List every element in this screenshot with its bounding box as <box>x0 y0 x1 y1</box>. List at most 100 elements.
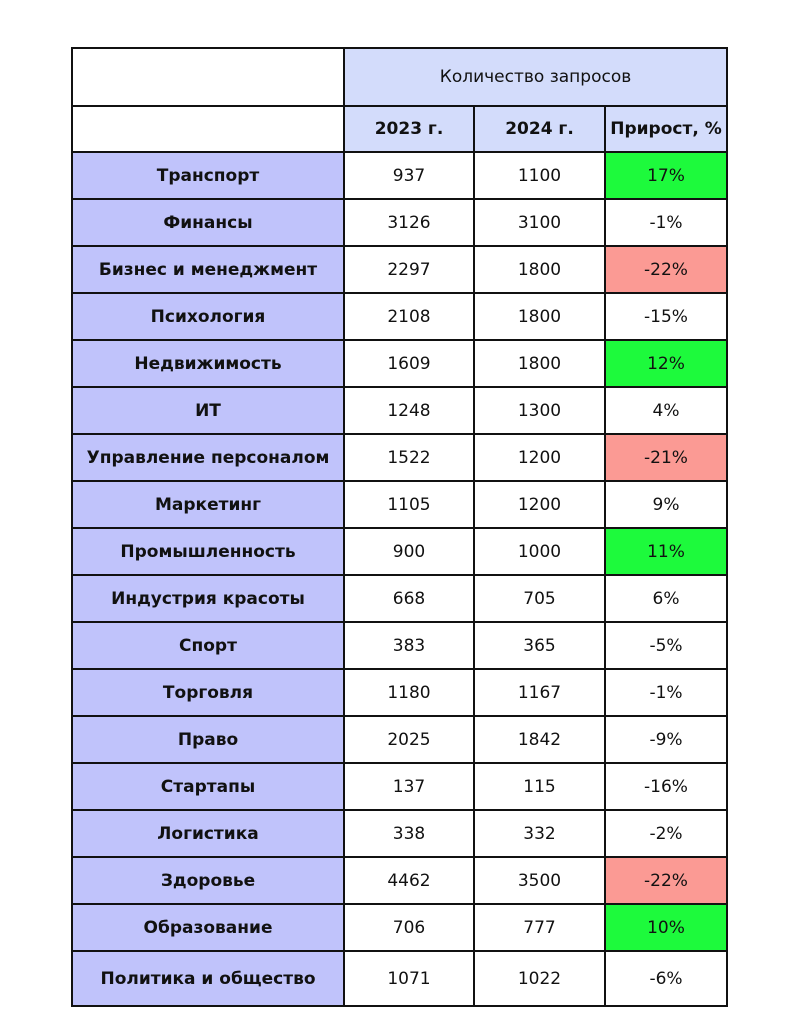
value-2023-cell: 2108 <box>343 292 475 341</box>
header-corner-cell <box>71 47 345 107</box>
value-2023-cell: 1609 <box>343 339 475 388</box>
category-cell: Здоровье <box>71 856 345 905</box>
requests-table: Количество запросов 2023 г. 2024 г. Прир… <box>71 47 728 1007</box>
growth-cell: -5% <box>604 621 728 670</box>
value-2024-cell: 1800 <box>473 292 606 341</box>
table-row: Бизнес и менеджмент 2297 1800 -22% <box>71 245 728 294</box>
category-cell: Индустрия красоты <box>71 574 345 623</box>
growth-cell: 11% <box>604 527 728 576</box>
value-2023-cell: 706 <box>343 903 475 952</box>
value-2023-cell: 137 <box>343 762 475 811</box>
value-2024-cell: 1200 <box>473 480 606 529</box>
value-2024-cell: 3500 <box>473 856 606 905</box>
value-2024-cell: 365 <box>473 621 606 670</box>
header-row-group: Количество запросов <box>71 47 728 107</box>
category-cell: Бизнес и менеджмент <box>71 245 345 294</box>
table-row: Управление персоналом 1522 1200 -21% <box>71 433 728 482</box>
table-row: Спорт 383 365 -5% <box>71 621 728 670</box>
growth-cell: -16% <box>604 762 728 811</box>
growth-cell: 9% <box>604 480 728 529</box>
category-cell: Психология <box>71 292 345 341</box>
category-cell: Маркетинг <box>71 480 345 529</box>
value-2024-cell: 1000 <box>473 527 606 576</box>
category-cell: ИТ <box>71 386 345 435</box>
table-row: Транспорт 937 1100 17% <box>71 151 728 200</box>
value-2023-cell: 338 <box>343 809 475 858</box>
growth-cell: -15% <box>604 292 728 341</box>
table-row: Право 2025 1842 -9% <box>71 715 728 764</box>
value-2023-cell: 383 <box>343 621 475 670</box>
table-row: Стартапы 137 115 -16% <box>71 762 728 811</box>
column-header-growth: Прирост, % <box>604 105 728 153</box>
category-cell: Торговля <box>71 668 345 717</box>
table-row: Финансы 3126 3100 -1% <box>71 198 728 247</box>
value-2024-cell: 777 <box>473 903 606 952</box>
category-cell: Политика и общество <box>71 950 345 1007</box>
category-cell: Логистика <box>71 809 345 858</box>
value-2023-cell: 668 <box>343 574 475 623</box>
table-row: Здоровье 4462 3500 -22% <box>71 856 728 905</box>
value-2023-cell: 2297 <box>343 245 475 294</box>
category-cell: Промышленность <box>71 527 345 576</box>
category-cell: Спорт <box>71 621 345 670</box>
value-2024-cell: 115 <box>473 762 606 811</box>
value-2024-cell: 1800 <box>473 339 606 388</box>
growth-cell: 4% <box>604 386 728 435</box>
value-2024-cell: 1200 <box>473 433 606 482</box>
value-2023-cell: 1522 <box>343 433 475 482</box>
growth-cell: -21% <box>604 433 728 482</box>
growth-cell: -2% <box>604 809 728 858</box>
header-corner-cell-2 <box>71 105 345 153</box>
value-2024-cell: 1842 <box>473 715 606 764</box>
value-2024-cell: 705 <box>473 574 606 623</box>
value-2024-cell: 1022 <box>473 950 606 1007</box>
category-cell: Образование <box>71 903 345 952</box>
table-row: Логистика 338 332 -2% <box>71 809 728 858</box>
value-2023-cell: 4462 <box>343 856 475 905</box>
table-row: Промышленность 900 1000 11% <box>71 527 728 576</box>
table-row: Образование 706 777 10% <box>71 903 728 952</box>
table-row: Маркетинг 1105 1200 9% <box>71 480 728 529</box>
value-2023-cell: 937 <box>343 151 475 200</box>
value-2023-cell: 1105 <box>343 480 475 529</box>
value-2023-cell: 900 <box>343 527 475 576</box>
value-2023-cell: 3126 <box>343 198 475 247</box>
growth-cell: -22% <box>604 856 728 905</box>
category-cell: Стартапы <box>71 762 345 811</box>
value-2024-cell: 332 <box>473 809 606 858</box>
growth-cell: -1% <box>604 668 728 717</box>
value-2023-cell: 1071 <box>343 950 475 1007</box>
table-row: Психология 2108 1800 -15% <box>71 292 728 341</box>
category-cell: Право <box>71 715 345 764</box>
category-cell: Транспорт <box>71 151 345 200</box>
column-header-2023: 2023 г. <box>343 105 475 153</box>
growth-cell: 6% <box>604 574 728 623</box>
table-row: Индустрия красоты 668 705 6% <box>71 574 728 623</box>
growth-cell: 10% <box>604 903 728 952</box>
value-2024-cell: 1300 <box>473 386 606 435</box>
value-2023-cell: 1180 <box>343 668 475 717</box>
growth-cell: -1% <box>604 198 728 247</box>
value-2024-cell: 1100 <box>473 151 606 200</box>
column-header-2024: 2024 г. <box>473 105 606 153</box>
value-2024-cell: 1167 <box>473 668 606 717</box>
table-row: Недвижимость 1609 1800 12% <box>71 339 728 388</box>
value-2023-cell: 1248 <box>343 386 475 435</box>
growth-cell: 17% <box>604 151 728 200</box>
group-header-cell: Количество запросов <box>343 47 728 107</box>
value-2024-cell: 3100 <box>473 198 606 247</box>
growth-cell: -22% <box>604 245 728 294</box>
table-row: ИТ 1248 1300 4% <box>71 386 728 435</box>
table-row: Политика и общество 1071 1022 -6% <box>71 950 728 1007</box>
growth-cell: 12% <box>604 339 728 388</box>
table-body: Количество запросов 2023 г. 2024 г. Прир… <box>71 47 728 1007</box>
value-2024-cell: 1800 <box>473 245 606 294</box>
table-row: Торговля 1180 1167 -1% <box>71 668 728 717</box>
category-cell: Недвижимость <box>71 339 345 388</box>
growth-cell: -6% <box>604 950 728 1007</box>
growth-cell: -9% <box>604 715 728 764</box>
category-cell: Финансы <box>71 198 345 247</box>
value-2023-cell: 2025 <box>343 715 475 764</box>
category-cell: Управление персоналом <box>71 433 345 482</box>
header-row-years: 2023 г. 2024 г. Прирост, % <box>71 105 728 153</box>
